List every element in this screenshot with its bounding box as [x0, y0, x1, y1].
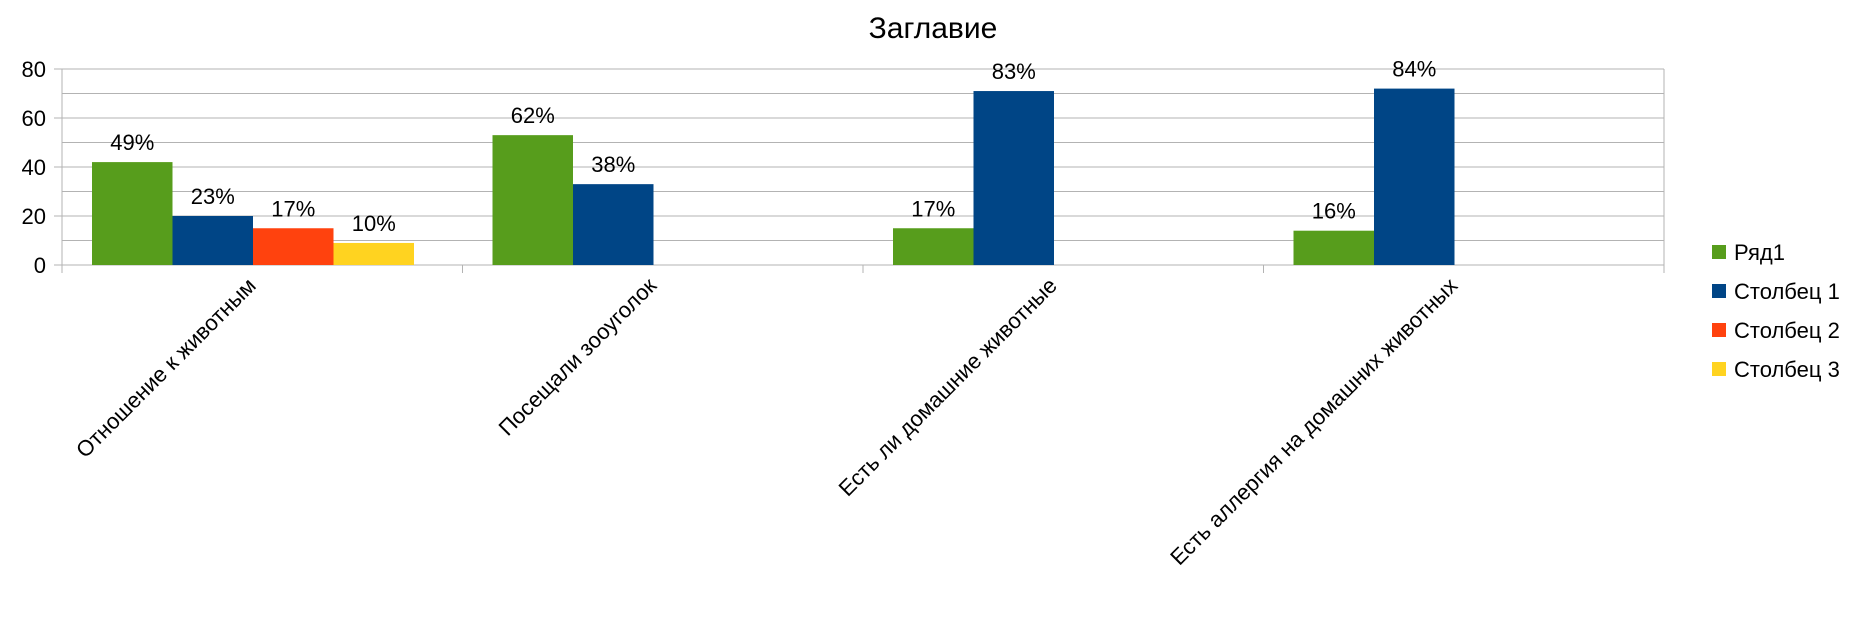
category-label: Отношение к животным — [71, 273, 261, 463]
bar — [1374, 88, 1455, 265]
data-label: 84% — [1392, 57, 1436, 82]
category-label: Есть ли домашние животные — [834, 273, 1062, 501]
category-labels: Отношение к животным Посещали зооуголок Ес… — [71, 273, 1462, 570]
category-label: Посещали зооуголок — [494, 273, 662, 441]
legend-swatch — [1712, 245, 1726, 259]
y-tick-label: 60 — [22, 106, 46, 131]
bar — [492, 135, 573, 265]
legend-swatch — [1712, 323, 1726, 337]
data-label: 49% — [110, 130, 154, 155]
bar — [893, 228, 974, 265]
data-label: 62% — [511, 103, 555, 128]
data-label: 16% — [1312, 199, 1356, 224]
data-label: 17% — [271, 196, 315, 221]
bar — [1293, 230, 1374, 265]
bar — [973, 91, 1054, 265]
legend-swatch — [1712, 362, 1726, 376]
gridlines — [62, 68, 1664, 241]
data-labels: 49% 23% 17% 10% 62% 38% 17% 83% 16% 84% — [110, 57, 1436, 236]
y-tick-label: 20 — [22, 204, 46, 229]
y-tick-label: 80 — [22, 57, 46, 82]
category-label: Есть аллергия на домашних животных — [1165, 273, 1462, 570]
legend-label: Столбец 2 — [1734, 318, 1840, 343]
bar — [333, 242, 414, 265]
bar — [573, 184, 654, 265]
bar — [92, 162, 173, 265]
data-label: 23% — [191, 184, 235, 209]
data-label: 17% — [911, 196, 955, 221]
legend-label: Ряд1 — [1734, 240, 1785, 265]
bars — [92, 88, 1455, 265]
legend: Ряд1 Столбец 1 Столбец 2 Столбец 3 — [1712, 240, 1840, 382]
legend-label: Столбец 3 — [1734, 357, 1840, 382]
legend-swatch — [1712, 284, 1726, 298]
legend-label: Столбец 1 — [1734, 279, 1840, 304]
chart-title: Заглавие — [869, 12, 998, 45]
y-tick-label: 0 — [34, 253, 46, 278]
data-label: 83% — [992, 59, 1036, 84]
bar — [172, 216, 253, 265]
bar — [253, 228, 334, 265]
data-label: 10% — [352, 211, 396, 236]
y-tick-label: 40 — [22, 155, 46, 180]
data-label: 38% — [591, 152, 635, 177]
